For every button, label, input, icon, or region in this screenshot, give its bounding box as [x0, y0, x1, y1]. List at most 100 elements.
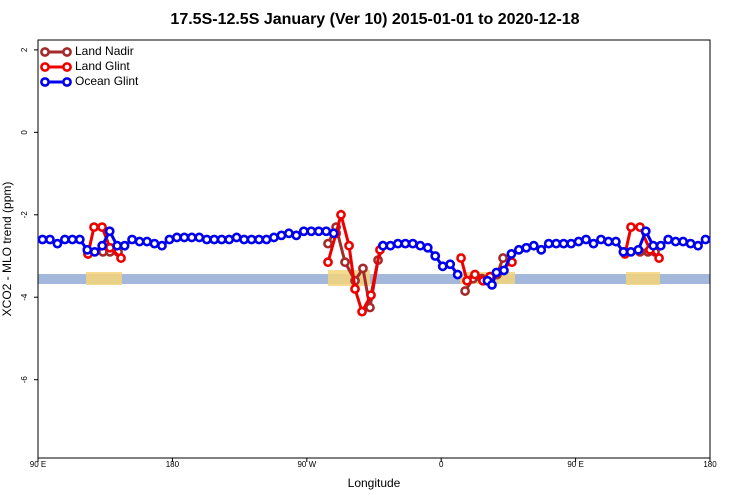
point	[97, 240, 108, 251]
point	[462, 275, 472, 286]
point	[323, 257, 333, 268]
point	[625, 246, 636, 257]
point	[357, 306, 367, 317]
point	[693, 240, 703, 251]
x-tick-label: 90 W	[297, 460, 316, 469]
point	[678, 236, 689, 247]
point	[378, 240, 388, 251]
point	[97, 222, 107, 233]
legend-marker	[62, 77, 72, 87]
point	[45, 234, 55, 245]
point	[543, 238, 554, 249]
point	[626, 222, 636, 233]
point	[59, 234, 70, 245]
point	[460, 286, 470, 296]
point	[246, 234, 257, 245]
y-tick-label: 2	[20, 47, 29, 52]
point	[67, 234, 78, 245]
point	[179, 232, 190, 243]
point	[648, 240, 659, 251]
legend-label: Land Nadir	[75, 44, 134, 58]
point	[344, 240, 354, 251]
point	[276, 230, 287, 241]
point	[269, 232, 279, 243]
point	[558, 238, 569, 249]
point	[618, 246, 629, 257]
legend-marker	[40, 47, 50, 57]
point	[119, 240, 130, 251]
legend-label: Land Glint	[75, 59, 130, 73]
x-tick-label: 0	[439, 460, 444, 469]
point	[216, 234, 227, 245]
series	[37, 226, 711, 290]
point	[437, 261, 448, 272]
point	[588, 238, 599, 249]
point	[551, 238, 562, 249]
point	[340, 257, 350, 268]
y-tick-label: -2	[20, 211, 29, 219]
x-axis-label: Longitude	[348, 476, 401, 490]
point	[323, 238, 333, 249]
point	[231, 232, 242, 243]
land-patch	[626, 272, 660, 285]
point	[239, 234, 249, 245]
point	[142, 236, 152, 247]
point	[358, 263, 368, 274]
point	[655, 240, 666, 251]
legend-marker	[40, 77, 50, 87]
y-axis-label: XCO2 - MLO trend (ppm)	[0, 182, 14, 317]
point	[385, 240, 396, 251]
point	[400, 238, 411, 249]
point	[89, 222, 99, 233]
point	[415, 240, 426, 251]
point	[52, 238, 63, 249]
point	[506, 249, 517, 259]
point	[328, 228, 339, 239]
point	[536, 244, 547, 255]
legend-marker	[62, 62, 72, 72]
point	[116, 253, 126, 263]
point	[670, 236, 681, 247]
point	[157, 240, 167, 251]
point	[365, 302, 375, 313]
point	[261, 234, 272, 245]
point	[470, 269, 480, 280]
point	[700, 234, 711, 245]
legend-marker	[62, 47, 72, 57]
point	[452, 269, 463, 280]
point	[313, 226, 324, 237]
chart-title: 17.5S-12.5S January (Ver 10) 2015-01-01 …	[170, 11, 579, 28]
legend-marker	[40, 62, 50, 72]
point	[499, 265, 509, 276]
point	[89, 246, 100, 257]
point	[407, 238, 418, 249]
legend-label: Ocean Glint	[75, 74, 139, 88]
point	[654, 253, 664, 263]
y-tick-label: 0	[20, 130, 29, 135]
point	[521, 242, 532, 253]
point	[392, 238, 403, 249]
point	[596, 234, 606, 245]
point	[445, 259, 456, 270]
point	[37, 234, 48, 245]
point	[366, 290, 376, 301]
point	[513, 244, 524, 255]
point	[603, 236, 614, 247]
plot-frame	[37, 39, 711, 459]
point	[581, 234, 591, 245]
y-tick-label: -6	[20, 376, 29, 384]
point	[321, 226, 332, 237]
point	[171, 232, 182, 243]
point	[487, 279, 497, 290]
point	[194, 232, 205, 243]
point	[112, 240, 123, 251]
point	[164, 234, 175, 245]
x-tick-label: 90 E	[567, 460, 583, 469]
point	[149, 238, 160, 249]
point	[611, 236, 621, 247]
point	[633, 244, 644, 255]
point	[640, 226, 651, 237]
x-tick-label: 180	[166, 460, 180, 469]
point	[573, 236, 584, 247]
point	[430, 251, 441, 261]
